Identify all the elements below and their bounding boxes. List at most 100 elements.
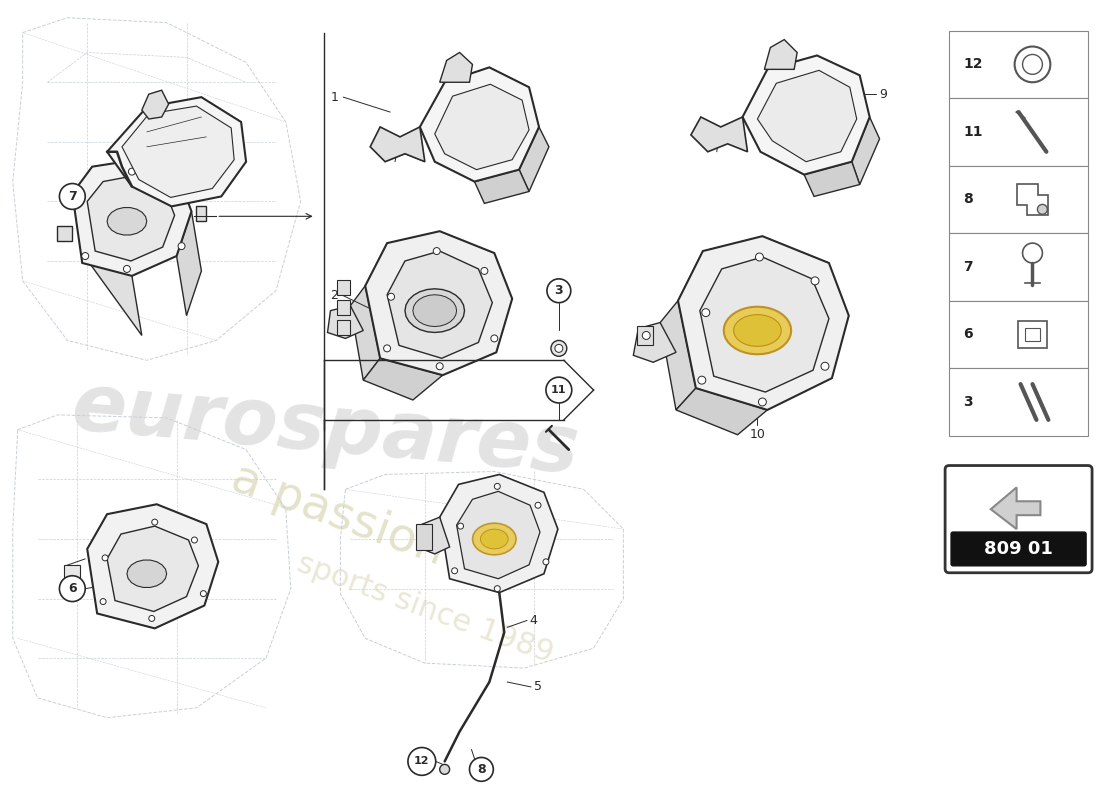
Polygon shape <box>417 517 450 554</box>
Polygon shape <box>142 90 168 119</box>
Circle shape <box>1014 46 1050 82</box>
Polygon shape <box>676 388 768 434</box>
Polygon shape <box>456 491 540 578</box>
Polygon shape <box>519 127 549 191</box>
Polygon shape <box>57 226 73 241</box>
Text: 12: 12 <box>962 58 982 71</box>
Text: 2: 2 <box>331 290 339 302</box>
FancyBboxPatch shape <box>337 320 350 335</box>
Circle shape <box>821 362 829 370</box>
Polygon shape <box>700 257 829 392</box>
FancyBboxPatch shape <box>637 326 653 346</box>
Circle shape <box>491 335 498 342</box>
Polygon shape <box>107 526 198 611</box>
Polygon shape <box>197 206 207 222</box>
Polygon shape <box>724 306 791 354</box>
Circle shape <box>1023 54 1043 74</box>
Polygon shape <box>73 160 191 276</box>
FancyBboxPatch shape <box>949 368 1088 436</box>
Polygon shape <box>991 487 1041 529</box>
Polygon shape <box>440 474 558 593</box>
Polygon shape <box>350 286 381 380</box>
Circle shape <box>81 253 89 259</box>
Circle shape <box>123 266 131 273</box>
Circle shape <box>100 598 106 605</box>
Circle shape <box>129 168 135 175</box>
Polygon shape <box>328 306 363 338</box>
Circle shape <box>408 747 436 775</box>
FancyBboxPatch shape <box>949 301 1088 368</box>
Text: 6: 6 <box>962 327 972 342</box>
Circle shape <box>811 277 819 285</box>
Polygon shape <box>87 504 218 628</box>
Polygon shape <box>764 39 798 70</box>
FancyBboxPatch shape <box>952 532 1086 566</box>
Text: 9: 9 <box>880 88 888 101</box>
Polygon shape <box>804 162 860 197</box>
Polygon shape <box>412 294 456 326</box>
Circle shape <box>59 183 85 210</box>
Circle shape <box>152 519 157 525</box>
Circle shape <box>481 267 488 274</box>
Text: 11: 11 <box>962 125 982 139</box>
Text: sports since 1989: sports since 1989 <box>293 549 557 669</box>
Circle shape <box>547 279 571 302</box>
Text: 809 01: 809 01 <box>984 540 1053 558</box>
FancyBboxPatch shape <box>949 166 1088 233</box>
Polygon shape <box>363 358 442 400</box>
Circle shape <box>470 758 493 782</box>
Circle shape <box>758 398 767 406</box>
Polygon shape <box>634 322 676 362</box>
Circle shape <box>494 586 501 592</box>
Polygon shape <box>481 529 508 549</box>
Circle shape <box>437 362 443 370</box>
Polygon shape <box>371 127 425 162</box>
Circle shape <box>148 615 155 622</box>
Circle shape <box>384 345 390 352</box>
Polygon shape <box>1016 183 1048 215</box>
Text: 8: 8 <box>962 193 972 206</box>
FancyBboxPatch shape <box>1018 321 1047 348</box>
Text: 5: 5 <box>534 681 542 694</box>
Circle shape <box>452 568 458 574</box>
Circle shape <box>387 294 395 300</box>
FancyBboxPatch shape <box>337 300 350 315</box>
Polygon shape <box>405 289 464 333</box>
Circle shape <box>642 331 650 339</box>
Text: 3: 3 <box>554 284 563 298</box>
FancyBboxPatch shape <box>65 565 80 585</box>
Polygon shape <box>434 84 529 170</box>
Circle shape <box>1023 243 1043 263</box>
Circle shape <box>458 523 463 529</box>
Polygon shape <box>107 207 146 235</box>
Polygon shape <box>660 301 696 410</box>
Text: eurospares: eurospares <box>68 369 582 491</box>
Polygon shape <box>734 314 781 346</box>
Text: 1: 1 <box>331 90 339 104</box>
Polygon shape <box>420 67 539 182</box>
Polygon shape <box>107 97 246 206</box>
FancyBboxPatch shape <box>1024 327 1041 342</box>
Text: a passion for: a passion for <box>224 456 526 602</box>
Circle shape <box>1037 204 1047 214</box>
Polygon shape <box>387 251 493 358</box>
Circle shape <box>102 555 108 561</box>
Text: 10: 10 <box>749 428 766 441</box>
Circle shape <box>170 180 177 187</box>
FancyBboxPatch shape <box>949 98 1088 166</box>
Polygon shape <box>678 236 849 410</box>
Polygon shape <box>742 55 870 174</box>
Polygon shape <box>758 70 857 162</box>
Text: 4: 4 <box>529 614 537 627</box>
Text: 12: 12 <box>414 757 430 766</box>
Circle shape <box>76 196 82 203</box>
Circle shape <box>554 344 563 352</box>
Polygon shape <box>122 106 234 198</box>
Circle shape <box>535 502 541 508</box>
Polygon shape <box>177 211 201 316</box>
Circle shape <box>543 559 549 565</box>
Circle shape <box>551 341 566 356</box>
Circle shape <box>433 247 440 254</box>
Circle shape <box>494 483 501 490</box>
Polygon shape <box>365 231 513 375</box>
